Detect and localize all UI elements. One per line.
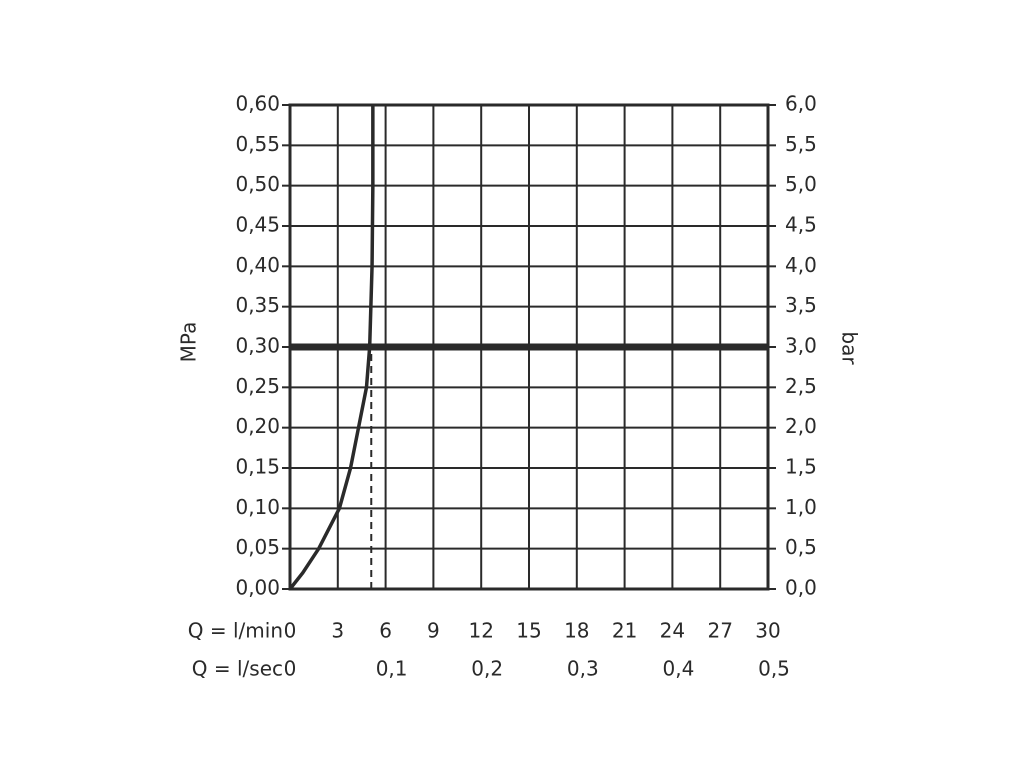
x2-tick-label: 0,1 xyxy=(376,657,408,681)
y-tick-label: 0,30 xyxy=(235,334,280,358)
y-tick-label: 0,40 xyxy=(235,253,280,277)
y-tick-label: 0,10 xyxy=(235,495,280,519)
x-tick-label: 24 xyxy=(660,619,685,643)
y2-tick-label: 2,0 xyxy=(785,414,817,438)
x2-tick-label: 0,3 xyxy=(567,657,599,681)
y2-tick-label: 0,0 xyxy=(785,576,817,600)
y-tick-label: 0,20 xyxy=(235,414,280,438)
y2-tick-label: 0,5 xyxy=(785,535,817,559)
curve xyxy=(288,105,375,591)
x-tick-label: 21 xyxy=(612,619,637,643)
x-tick-label: 18 xyxy=(564,619,589,643)
y2-tick-label: 1,5 xyxy=(785,455,817,479)
y2-tick-label: 4,5 xyxy=(785,213,817,237)
y2-tick-label: 6,0 xyxy=(785,92,817,116)
x2-tick-label: 0 xyxy=(284,657,297,681)
x-tick-label: 30 xyxy=(755,619,780,643)
y-tick-label: 0,55 xyxy=(235,132,280,156)
y2-axis-title: bar xyxy=(838,331,862,365)
y-tick-label: 0,45 xyxy=(235,213,280,237)
y2-tick-label: 5,5 xyxy=(785,132,817,156)
y-tick-label: 0,25 xyxy=(235,374,280,398)
x2-tick-label: 0,5 xyxy=(758,657,790,681)
x-tick-label: 15 xyxy=(516,619,541,643)
y2-tick-label: 3,0 xyxy=(785,334,817,358)
y2-tick-label: 4,0 xyxy=(785,253,817,277)
x-axis-title: Q = l/min xyxy=(188,619,283,643)
x-tick-label: 9 xyxy=(427,619,440,643)
x-tick-label: 27 xyxy=(707,619,732,643)
y2-tick-label: 1,0 xyxy=(785,495,817,519)
y-tick-label: 0,15 xyxy=(235,455,280,479)
x2-tick-label: 0,4 xyxy=(662,657,694,681)
y2-tick-label: 2,5 xyxy=(785,374,817,398)
x-tick-label: 0 xyxy=(284,619,297,643)
x2-axis-title: Q = l/sec xyxy=(192,657,283,681)
y-tick-label: 0,60 xyxy=(235,92,280,116)
x2-tick-label: 0,2 xyxy=(471,657,503,681)
y2-tick-label: 5,0 xyxy=(785,172,817,196)
y-tick-label: 0,05 xyxy=(235,535,280,559)
x-tick-label: 6 xyxy=(379,619,392,643)
y2-tick-label: 3,5 xyxy=(785,293,817,317)
y-tick-label: 0,00 xyxy=(235,576,280,600)
x-tick-label: 12 xyxy=(468,619,493,643)
y-tick-label: 0,50 xyxy=(235,172,280,196)
x-tick-label: 3 xyxy=(331,619,344,643)
y-axis-title: MPa xyxy=(177,322,201,363)
y-tick-label: 0,35 xyxy=(235,293,280,317)
